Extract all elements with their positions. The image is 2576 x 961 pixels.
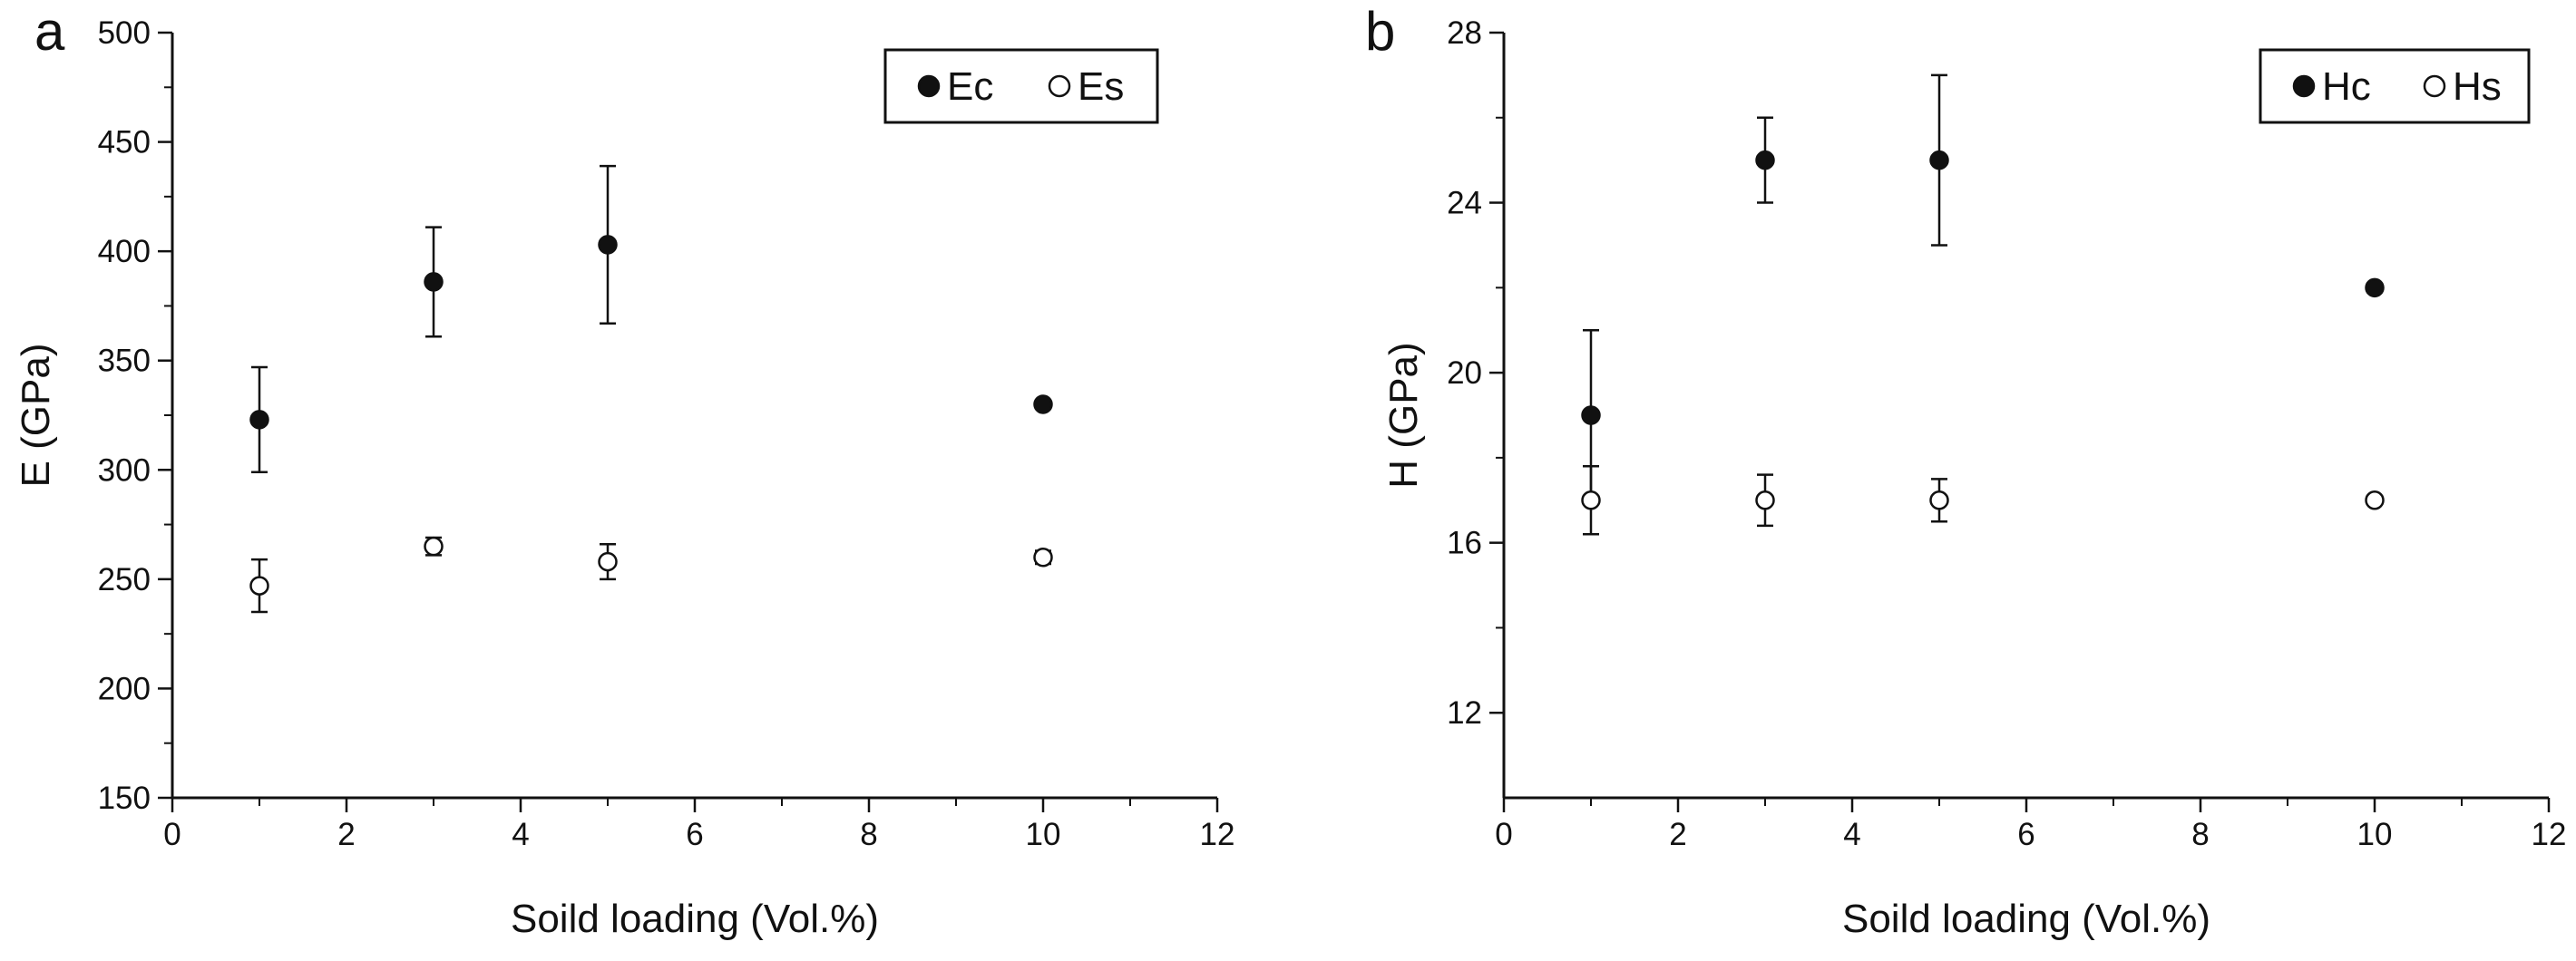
data-point-Hc [1929, 150, 1949, 170]
x-tick-label: 10 [1026, 817, 1061, 852]
data-point-Hc [2365, 277, 2385, 298]
y-tick-label: 200 [98, 671, 151, 706]
y-tick-label: 500 [98, 15, 151, 51]
panel-letter: a [34, 1, 65, 62]
data-point-Es [598, 551, 618, 572]
data-point-Es [1033, 547, 1053, 568]
series-Hs [1581, 465, 2385, 536]
legend-label-Es: Es [1078, 64, 1124, 109]
y-tick-label: 400 [98, 234, 151, 269]
y-tick-label: 24 [1447, 186, 1482, 221]
x-tick-label: 4 [512, 817, 529, 852]
x-tick-label: 2 [1669, 817, 1686, 852]
y-tick-label: 300 [98, 452, 151, 488]
x-tick-label: 6 [686, 817, 703, 852]
legend-label-Ec: Ec [947, 64, 993, 109]
legend-label-Hs: Hs [2453, 64, 2502, 109]
data-point-Es [249, 576, 269, 596]
data-point-Hc [1755, 150, 1775, 170]
series-Ec [249, 164, 1053, 473]
x-tick-label: 12 [1200, 817, 1235, 852]
data-point-Hs [1581, 490, 1601, 510]
x-tick-label: 8 [860, 817, 877, 852]
y-tick-label: 12 [1447, 695, 1482, 731]
x-tick-label: 0 [163, 817, 181, 852]
x-tick-label: 0 [1495, 817, 1512, 852]
x-tick-label: 2 [337, 817, 355, 852]
legend: Ec Es [883, 48, 1159, 124]
y-tick-label: 20 [1447, 355, 1482, 391]
chart-panel-a: a 0 2 4 6 8 10 12 150 200 250 300 350 400 450 500 Soild … [14, 1, 1234, 941]
y-tick-label: 250 [98, 562, 151, 597]
data-point-Ec [598, 235, 618, 255]
data-point-Hs [2365, 490, 2385, 510]
data-point-Ec [424, 272, 444, 292]
legend: Hc Hs [2259, 48, 2531, 124]
x-axis-label: Soild loading (Vol.%) [1842, 897, 2210, 941]
y-axis-label: H (GPa) [1381, 342, 1426, 488]
x-tick-label: 8 [2191, 817, 2209, 852]
data-point-Ec [249, 410, 269, 430]
legend-marker-Es [1048, 74, 1071, 98]
y-tick-label: 450 [98, 125, 151, 160]
x-tick-label: 12 [2532, 817, 2567, 852]
data-point-Hs [1755, 490, 1775, 510]
legend-marker-Hc [2292, 74, 2316, 98]
y-tick-label: 16 [1447, 526, 1482, 561]
y-tick-label: 150 [98, 781, 151, 816]
series-Es [249, 536, 1053, 614]
y-tick-label: 350 [98, 344, 151, 379]
y-tick-label: 28 [1447, 15, 1482, 51]
x-tick-label: 4 [1843, 817, 1860, 852]
data-point-Ec [1033, 394, 1053, 414]
x-axis-label: Soild loading (Vol.%) [511, 897, 879, 941]
x-tick-label: 6 [2017, 817, 2034, 852]
data-point-Hc [1581, 405, 1601, 425]
legend-marker-Hs [2423, 74, 2446, 98]
y-axis-label: E (GPa) [14, 344, 58, 488]
legend-label-Hc: Hc [2322, 64, 2371, 109]
data-point-Hs [1929, 490, 1949, 510]
x-tick-label: 10 [2357, 817, 2393, 852]
legend-marker-Ec [917, 74, 941, 98]
panel-letter: b [1365, 1, 1395, 62]
data-point-Es [424, 536, 444, 557]
series-Hc [1581, 73, 2385, 502]
